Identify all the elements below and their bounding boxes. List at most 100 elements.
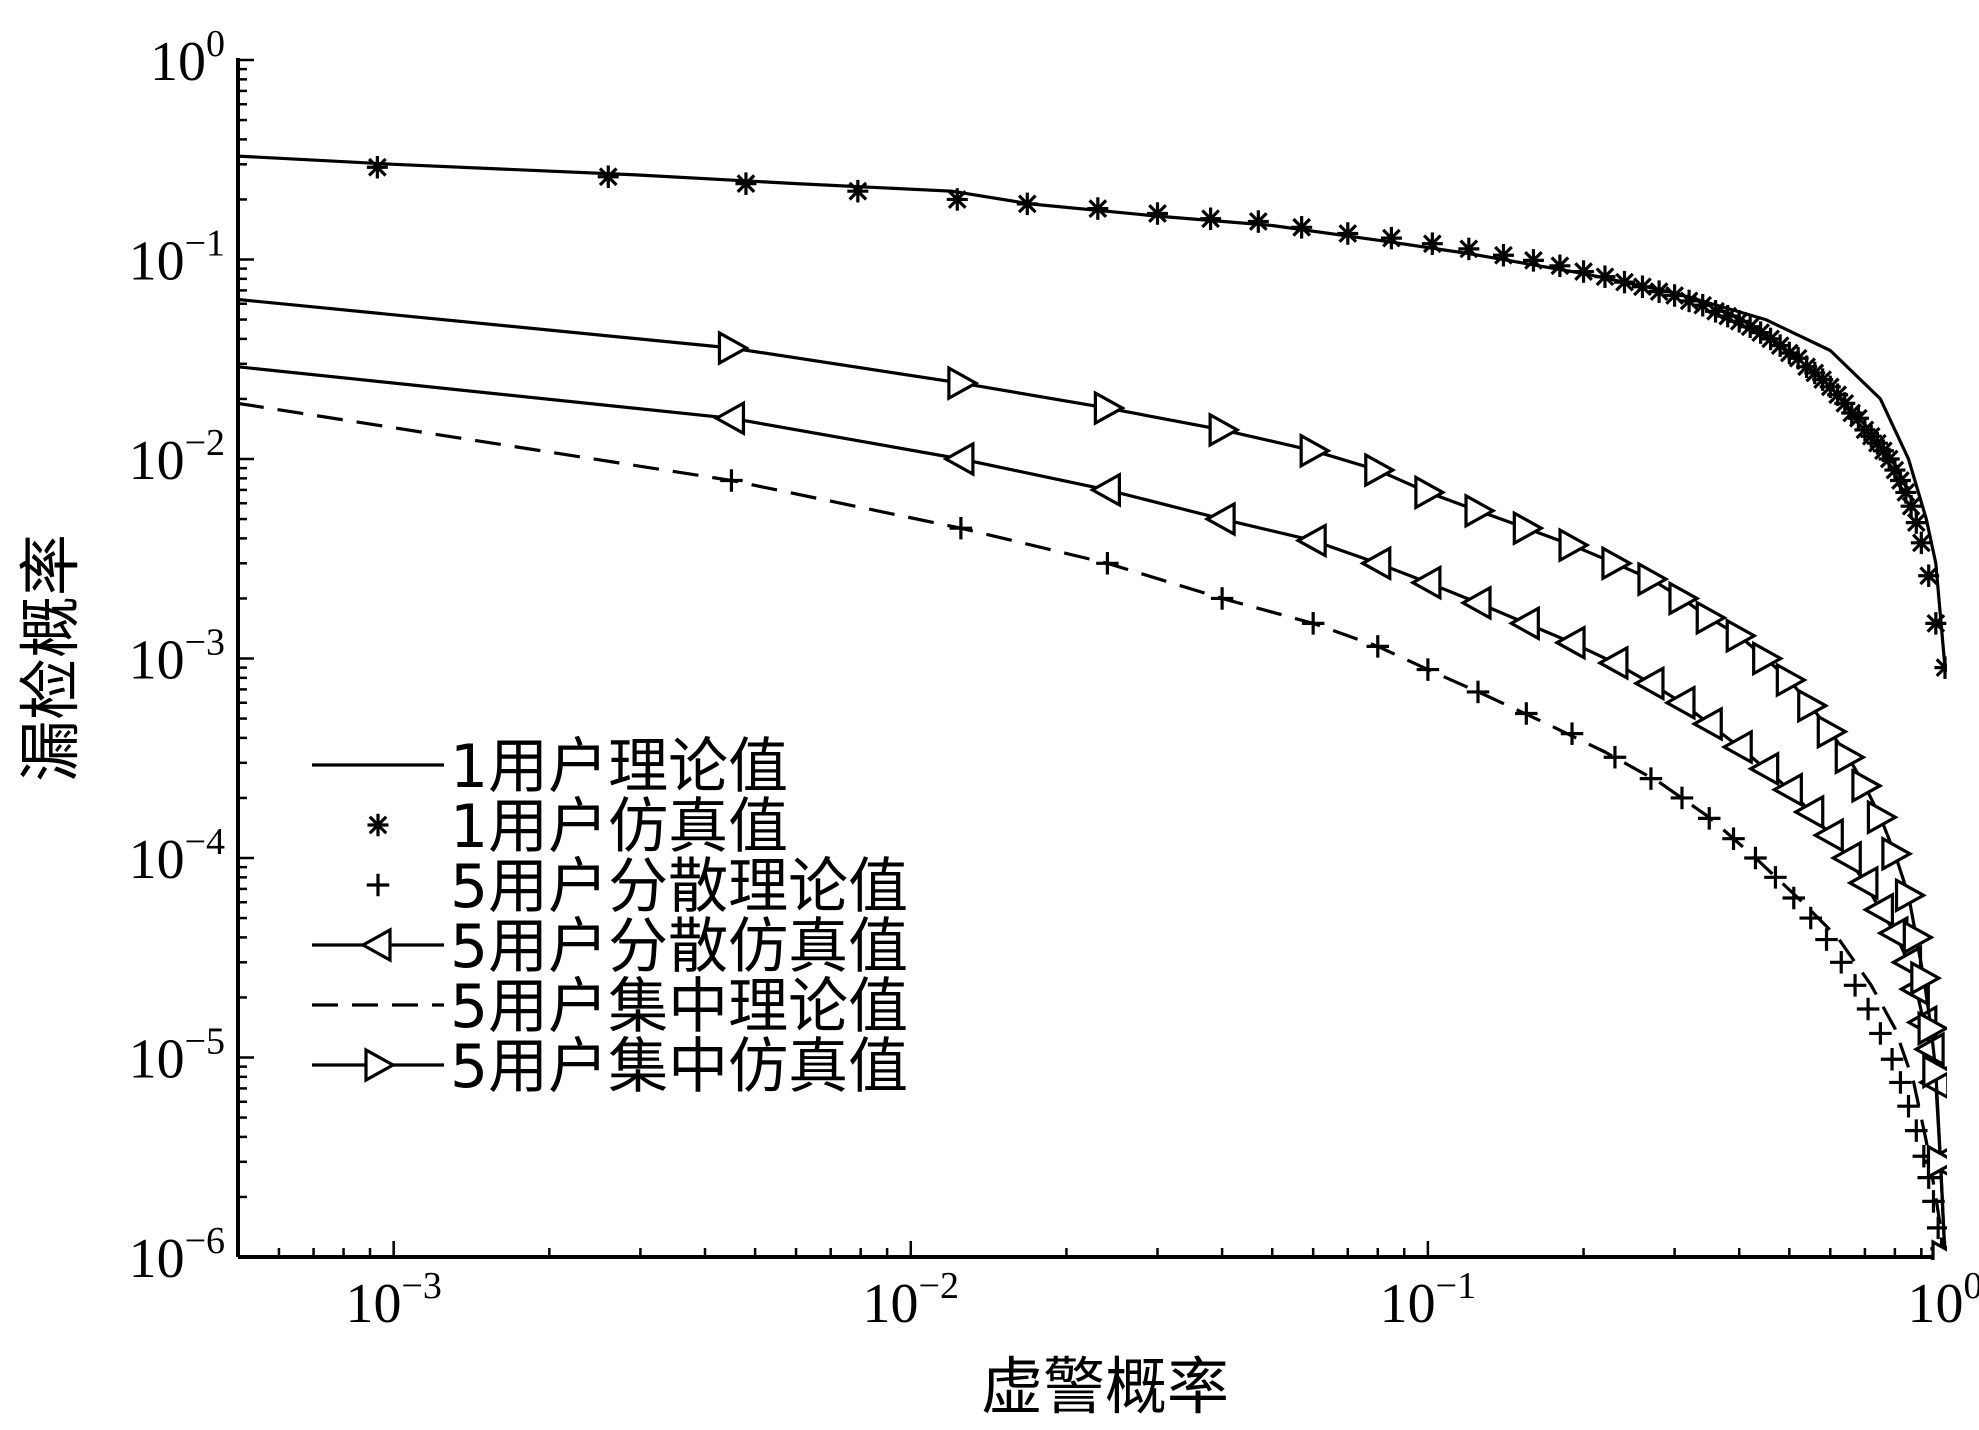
x-axis-label: 虚警概率 [981,1350,1229,1423]
data-point-asterisk [1934,656,1947,679]
data-point-triangle-left [1203,501,1236,537]
data-point-triangle-left [1771,771,1803,808]
data-point-triangle-left [1846,865,1879,901]
data-point-asterisk [1905,511,1927,534]
data-point-triangle-left [1459,585,1492,621]
data-point-triangle-left [942,441,975,477]
data-point-triangle-right [1558,527,1591,563]
legend-label: 1用户仿真值 [450,792,788,862]
data-point-plus [1466,680,1490,704]
data-point-asterisk [1522,249,1544,272]
data-point-triangle-right [1881,836,1914,872]
data-point-triangle-right [1725,618,1758,654]
data-point-triangle-left [1294,522,1327,559]
plot-axes: 10−3 10−2 10−1 100 100 10−1 10−2 10−3 10−4 10−5 10… [129,23,1979,1335]
data-point-asterisk [1594,265,1616,288]
data-point-triangle-right [1910,960,1943,996]
data-point-plus [1889,1071,1912,1094]
data-point-asterisk [1087,197,1109,220]
data-point-triangle-left [1359,545,1392,582]
data-point-triangle-left [1409,564,1442,601]
x-tick-label: 10−3 [345,1265,441,1335]
data-point-asterisk [1631,275,1653,299]
data-point-plus [1815,928,1838,951]
data-point-triangle-left [1632,665,1665,702]
data-point-triangle-right [1834,739,1867,775]
data-point-asterisk [847,179,869,203]
y-tick-label: 10−3 [129,622,225,692]
data-point-triangle-left [1720,729,1753,765]
data-point-triangle-right [1917,1010,1947,1047]
data-point-asterisk [1678,289,1700,313]
y-tick-label: 10−5 [129,1021,225,1091]
x-tick-label: 10−2 [863,1265,959,1335]
data-point-asterisk [946,188,968,211]
legend-item: 5用户集中理论值 [312,972,908,1042]
y-axis-label: 漏检概率 [14,534,87,782]
y-tick-label: 10−2 [129,422,225,492]
data-point-triangle-right [1866,799,1899,835]
data-point-plus [1782,886,1806,910]
data-point-asterisk [1664,284,1686,307]
data-point-triangle-right [717,330,750,366]
x-tick-label: 10−1 [1380,1265,1476,1335]
series-6 [237,297,1947,1260]
data-point-triangle-right [1668,580,1701,617]
series-line [237,401,1947,1258]
data-point-triangle-right [1926,1144,1947,1180]
data-point-triangle-right [1364,452,1397,488]
legend-item: 1用户理论值 [312,732,788,802]
data-point-triangle-left [1553,624,1586,661]
data-point-triangle-left [1508,605,1540,642]
data-point-triangle-left [1912,1031,1945,1067]
data-point-triangle-right [1797,687,1830,724]
legend-item: 5用户分散理论值 [366,852,908,922]
legend-label: 5用户分散仿真值 [450,912,908,982]
data-point-asterisk [1739,315,1761,339]
data-point-triangle-right [1414,474,1447,511]
legend-label: 5用户集中仿真值 [450,1032,908,1102]
data-point-triangle-left [1792,794,1825,830]
data-point-asterisk [1900,494,1922,518]
data-point-triangle-right [1894,877,1927,914]
data-point-triangle-left [1747,751,1780,787]
data-point-triangle-right [1902,919,1935,956]
series-line [237,154,1947,668]
legend-item: 5用户分散仿真值 [312,912,908,982]
data-point-asterisk [1200,207,1222,231]
data-point-triangle-right [1922,1053,1947,1090]
data-point-asterisk [1648,280,1670,303]
data-point-triangle-right [1816,713,1849,750]
data-point-triangle-left [1829,840,1862,876]
data-point-plus [1829,951,1853,974]
data-point-triangle-right [1208,412,1241,448]
y-tick-label: 100 [150,23,225,93]
data-point-asterisk [1421,232,1443,255]
data-point-asterisk [1016,192,1038,216]
data-point-asterisk [1291,216,1313,239]
data-point-asterisk [1918,564,1940,587]
data-point-triangle-left [1663,685,1696,721]
data-point-triangle-right [1851,768,1884,804]
data-point-asterisk [367,813,389,837]
series-5 [237,401,1947,1258]
series-1 [237,154,1947,668]
data-point-plus [1843,974,1867,997]
data-point-triangle-right [1093,390,1126,426]
legend-item: 1用户仿真值 [367,792,788,862]
data-point-triangle-right [1637,561,1670,597]
data-point-triangle-right [1464,493,1497,529]
data-point-triangle-right [364,1047,397,1083]
data-point-asterisk [1337,222,1359,245]
legend: 1用户理论值1用户仿真值5用户分散理论值5用户分散仿真值5用户集中理论值5用户集… [312,732,908,1102]
y-tick-label: 10−1 [129,223,225,293]
data-point-triangle-left [1690,706,1723,742]
data-point-plus [366,873,390,897]
data-point-triangle-right [1775,662,1808,698]
data-point-triangle-right [1299,433,1332,469]
data-point-plus [1897,1094,1920,1118]
data-point-plus [1639,767,1663,790]
data-point-asterisk [735,172,757,195]
data-point-triangle-left [1596,645,1629,681]
data-point-triangle-left [359,927,392,963]
